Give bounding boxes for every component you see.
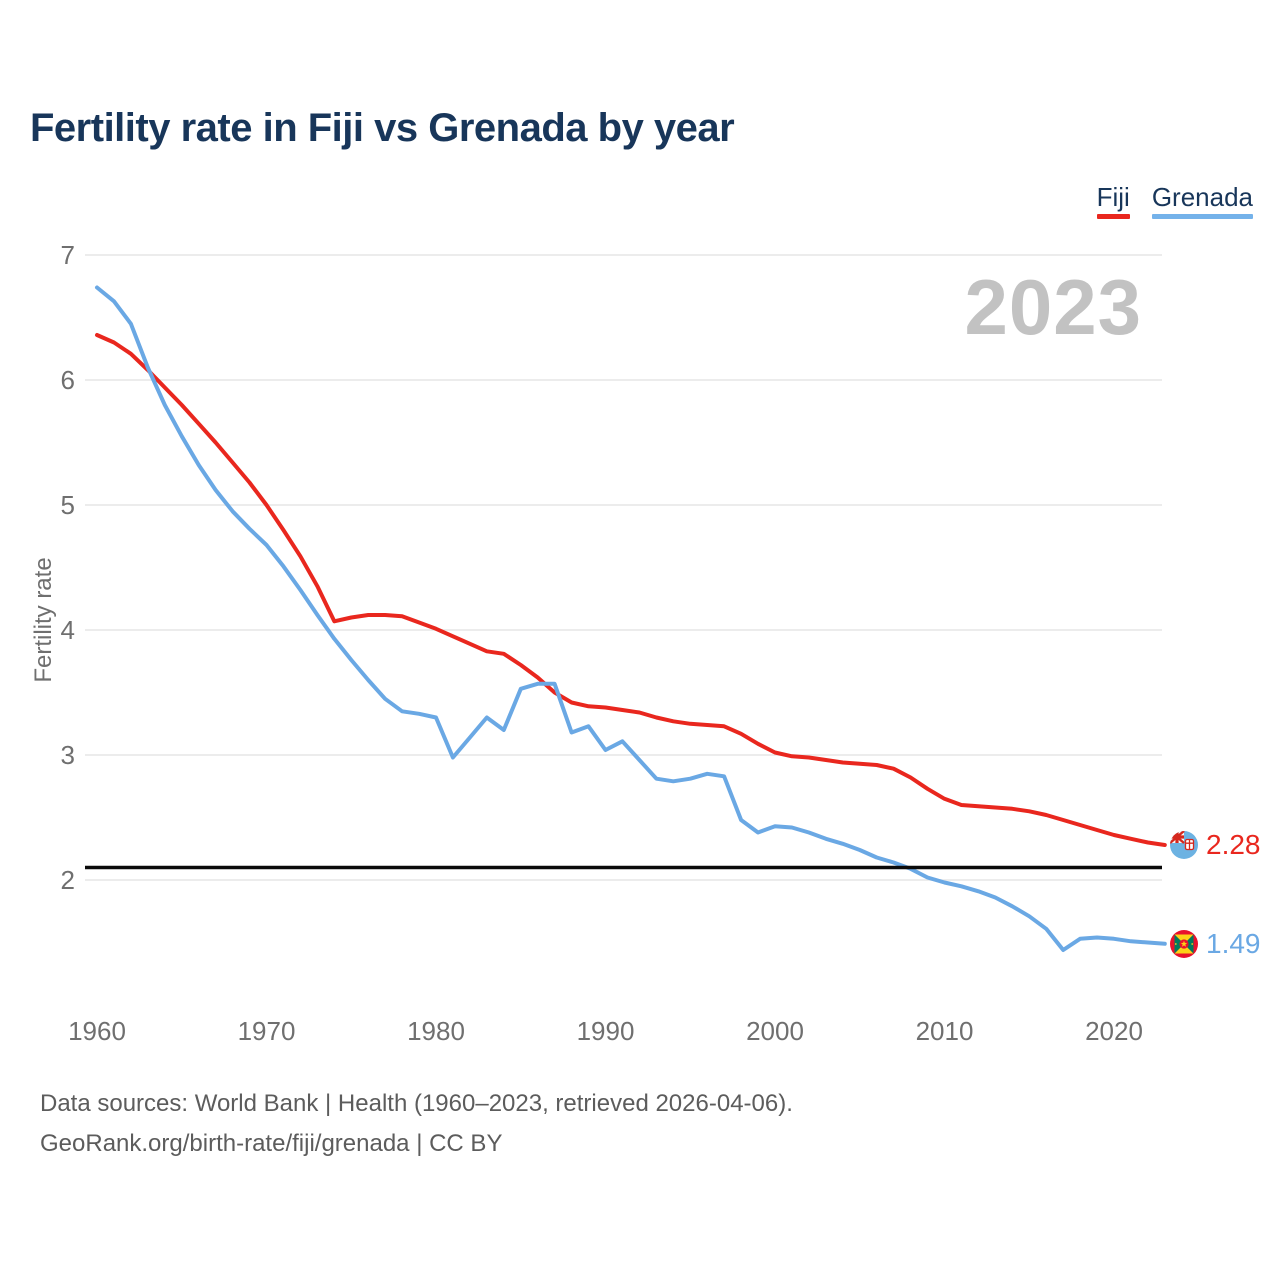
- fiji-flag-icon: [1170, 831, 1198, 859]
- grenada-end-value: 1.49: [1206, 928, 1261, 959]
- y-tick-label: 7: [61, 240, 75, 270]
- y-tick-label: 2: [61, 865, 75, 895]
- grenada-line: [95, 285, 1167, 952]
- fiji-end-value: 2.28: [1206, 829, 1261, 860]
- fiji-line: [95, 333, 1167, 847]
- x-tick-label: 2020: [1085, 1016, 1143, 1046]
- chart-title: Fertility rate in Fiji vs Grenada by yea…: [30, 106, 735, 150]
- legend: Fiji Grenada: [1096, 182, 1253, 219]
- chart-canvas: 7 6 5 4 3 2 1960 1970 1980 1990 2000 2010 2020: [61, 240, 1167, 1046]
- fiji-end-label: 2.28: [1170, 831, 1261, 859]
- data-source-line1: Data sources: World Bank | Health (1960–…: [40, 1090, 793, 1117]
- grenada-flag-icon: [1170, 930, 1198, 958]
- y-tick-label: 5: [61, 490, 75, 520]
- x-tick-label: 2010: [916, 1016, 974, 1046]
- data-source-note: Data sources: World Bank | Health (1960–…: [40, 1084, 793, 1164]
- watermark-year: 2023: [964, 263, 1142, 351]
- legend-underline-fiji: [1096, 214, 1130, 219]
- y-axis-title: Fertility rate: [30, 557, 57, 683]
- legend-item-fiji[interactable]: Fiji: [1096, 182, 1130, 219]
- y-tick-label: 4: [61, 615, 75, 645]
- x-tick-label: 2000: [746, 1016, 804, 1046]
- x-tick-label: 1960: [68, 1016, 126, 1046]
- x-tick-label: 1990: [577, 1016, 635, 1046]
- data-source-line2: GeoRank.org/birth-rate/fiji/grenada | CC…: [40, 1130, 503, 1157]
- legend-item-grenada[interactable]: Grenada: [1151, 182, 1253, 219]
- legend-label-grenada: Grenada: [1151, 182, 1253, 212]
- legend-label-fiji: Fiji: [1096, 182, 1130, 212]
- x-tick-label: 1980: [407, 1016, 465, 1046]
- y-tick-label: 3: [61, 740, 75, 770]
- y-tick-label: 6: [61, 365, 75, 395]
- grenada-end-label: 1.49: [1170, 930, 1261, 958]
- legend-underline-grenada: [1151, 214, 1253, 219]
- x-tick-label: 1970: [238, 1016, 296, 1046]
